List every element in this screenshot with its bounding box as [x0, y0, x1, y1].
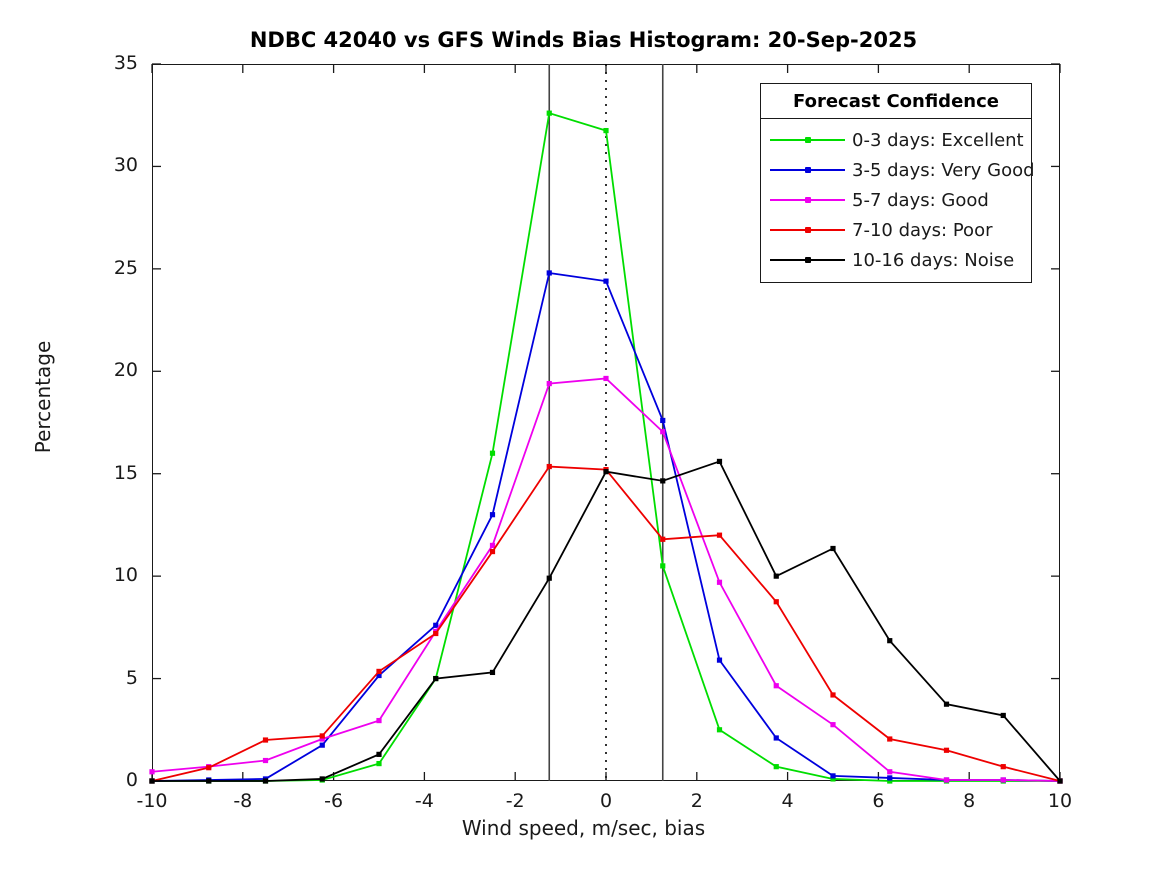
y-tick-label: 0 [125, 769, 138, 791]
legend-row[interactable]: 7-10 days: Poor [761, 215, 1031, 245]
legend-row[interactable]: 5-7 days: Good [761, 185, 1031, 215]
y-tick-label: 30 [113, 154, 138, 177]
y-tick-label: 25 [113, 256, 138, 279]
legend-row[interactable]: 10-16 days: Noise [761, 245, 1031, 275]
x-tick-label: 10 [1047, 790, 1073, 812]
x-tick-label: 8 [963, 790, 976, 812]
legend-line-icon [770, 252, 845, 268]
y-axis-label: Percentage [31, 340, 55, 454]
legend: Forecast Confidence 0-3 days: Excellent 3… [760, 83, 1035, 283]
legend-label: 0-3 days: Excellent [852, 129, 1024, 151]
legend-row[interactable]: 3-5 days: Very Good [761, 155, 1035, 185]
legend-label: 5-7 days: Good [852, 189, 989, 211]
y-tick-label: 5 [125, 666, 138, 689]
legend-line-icon [770, 222, 845, 238]
legend-title: Forecast Confidence [761, 84, 1031, 119]
x-tick-label: 0 [599, 790, 613, 812]
x-axis-label: Wind speed, m/sec, bias [461, 816, 706, 840]
x-tick-label: -8 [233, 790, 253, 812]
y-tick-label: 20 [113, 359, 138, 382]
y-tick-label: 15 [113, 461, 138, 484]
x-tick-label: -10 [136, 790, 168, 812]
legend-label: 7-10 days: Poor [852, 219, 993, 241]
x-tick-label: 6 [872, 790, 885, 812]
legend-row[interactable]: 0-3 days: Excellent [761, 125, 1031, 155]
y-tick-label: 10 [113, 564, 138, 587]
legend-items: 0-3 days: Excellent 3-5 days: Very Good 5-… [761, 119, 1035, 282]
legend-line-icon [770, 162, 845, 178]
legend-line-icon [770, 132, 845, 148]
chart-title: NDBC 42040 vs GFS Winds Bias Histogram: … [249, 28, 918, 52]
x-tick-label: 4 [781, 790, 794, 812]
x-tick-label: 2 [690, 790, 703, 812]
x-tick-label: -2 [505, 790, 525, 812]
legend-label: 3-5 days: Very Good [852, 159, 1035, 181]
legend-line-icon [770, 192, 845, 208]
legend-label: 10-16 days: Noise [852, 249, 1015, 271]
x-tick-label: -4 [414, 790, 434, 812]
y-tick-label: 35 [113, 52, 138, 74]
x-tick-label: -6 [324, 790, 344, 812]
